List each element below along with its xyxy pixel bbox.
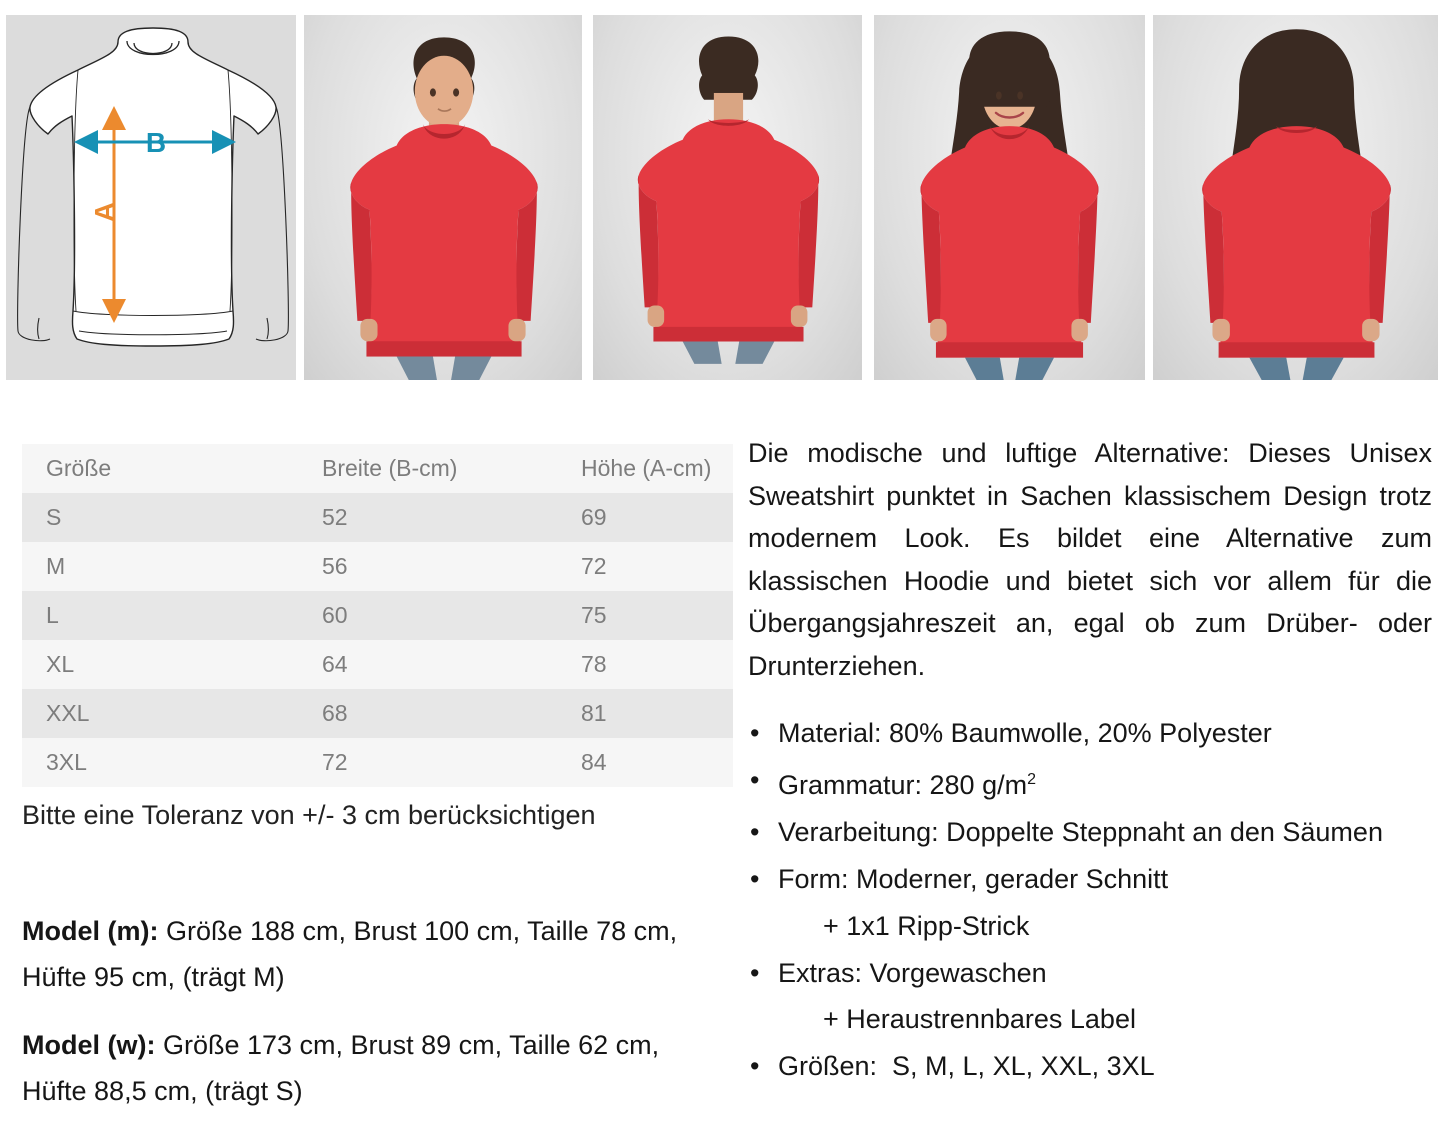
svg-text:B: B [146, 127, 166, 158]
svg-text:A: A [89, 202, 120, 222]
